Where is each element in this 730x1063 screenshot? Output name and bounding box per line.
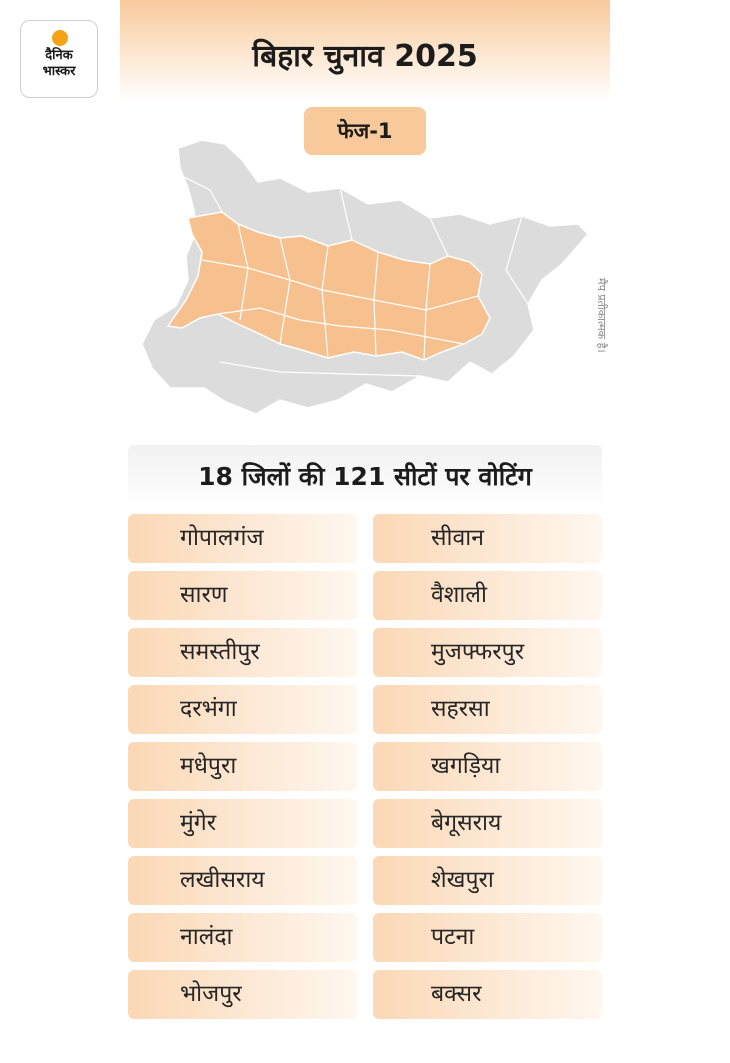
district-item: सहरसा	[373, 685, 602, 734]
district-item: मुंगेर	[128, 799, 357, 848]
sun-icon	[52, 30, 68, 46]
district-item: बक्सर	[373, 970, 602, 1019]
district-item: भोजपुर	[128, 970, 357, 1019]
district-grid: गोपालगंज सीवान सारण वैशाली समस्तीपुर मुज…	[128, 514, 602, 1019]
district-item: मुजफ्फरपुर	[373, 628, 602, 677]
district-item: नालंदा	[128, 913, 357, 962]
district-item: शेखपुरा	[373, 856, 602, 905]
logo-line-2: भास्कर	[42, 64, 76, 79]
district-item: लखीसराय	[128, 856, 357, 905]
district-item: मधेपुरा	[128, 742, 357, 791]
section-heading: 18 जिलों की 121 सीटों पर वोटिंग	[198, 462, 532, 491]
title-band: बिहार चुनाव 2025	[120, 0, 610, 102]
map-district-borders	[169, 169, 529, 377]
district-item: सीवान	[373, 514, 602, 563]
dainik-bhaskar-logo: दैनिक भास्कर	[20, 20, 98, 98]
bihar-map	[141, 139, 590, 415]
district-item: समस्तीपुर	[128, 628, 357, 677]
district-item: पटना	[373, 913, 602, 962]
district-item: बेगूसराय	[373, 799, 602, 848]
district-item: दरभंगा	[128, 685, 357, 734]
phase-badge: फेज-1	[304, 107, 426, 155]
district-item: वैशाली	[373, 571, 602, 620]
logo-line-1: दैनिक	[45, 48, 73, 63]
district-item: सारण	[128, 571, 357, 620]
district-item: खगड़िया	[373, 742, 602, 791]
section-heading-box: 18 जिलों की 121 सीटों पर वोटिंग	[128, 445, 602, 509]
page-title: बिहार चुनाव 2025	[252, 39, 478, 74]
district-item: गोपालगंज	[128, 514, 357, 563]
map-disclaimer: मैप प्रतीकात्मक है।	[595, 278, 608, 353]
